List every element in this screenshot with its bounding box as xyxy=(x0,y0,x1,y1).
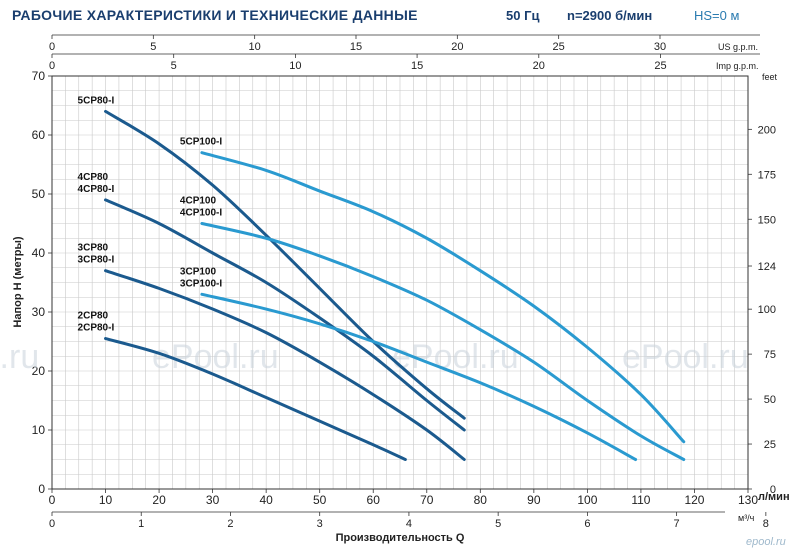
watermark-text-1: l.ru xyxy=(0,338,39,376)
plot-frame xyxy=(51,75,749,490)
imp-gpm-tick-group: 0 5 10 15 20 25 xyxy=(49,54,667,72)
y-tick-label: 30 xyxy=(32,305,46,319)
m3h-unit-label: м³/ч xyxy=(738,513,755,523)
grid-lines xyxy=(51,75,749,490)
us-gpm-tick-label: 5 xyxy=(150,41,156,53)
x-tick-label: 60 xyxy=(367,493,381,507)
series-label-2: 3CP80-I xyxy=(78,255,115,266)
y-axis-title: Напор Н (метры) xyxy=(12,236,24,327)
y-tick-label: 70 xyxy=(32,69,46,83)
us-gpm-tick-label: 30 xyxy=(654,41,666,53)
series-label-3: 2CP80-I xyxy=(78,323,115,334)
series-line-2 xyxy=(104,269,466,461)
m3h-tick-label: 2 xyxy=(227,518,233,530)
feet-tick-label: 75 xyxy=(764,349,776,361)
x-tick-label: 100 xyxy=(577,493,597,507)
us-gpm-tick-label: 20 xyxy=(451,41,463,53)
watermark-text-4: ePool.ru xyxy=(622,338,749,376)
x-unit-label: л/мин xyxy=(758,491,790,503)
m3h-tick-group: 0 1 2 3 4 5 6 7 8 xyxy=(49,512,769,530)
feet-tick-label: 50 xyxy=(764,394,776,406)
series-line-0 xyxy=(104,109,466,420)
us-gpm-tick-label: 10 xyxy=(249,41,261,53)
x-tick-label: 20 xyxy=(152,493,166,507)
m3h-tick-label: 3 xyxy=(317,518,323,530)
x-tick-label: 40 xyxy=(259,493,273,507)
y-tick-label: 20 xyxy=(32,364,46,378)
imp-gpm-tick-label: 15 xyxy=(411,60,423,72)
series-label-4: 5CP100-I xyxy=(180,137,222,148)
series-label-5: 4CP100-I xyxy=(180,208,222,219)
x-tick-label: 70 xyxy=(420,493,434,507)
x-tick-label: 130 xyxy=(738,493,758,507)
m3h-tick-label: 0 xyxy=(49,518,55,530)
m3h-tick-label: 5 xyxy=(495,518,501,530)
series-label-1: 4CP80-I xyxy=(78,184,115,195)
series-label-1: 4CP80 xyxy=(78,172,109,183)
feet-tick-label: 200 xyxy=(758,124,776,136)
series-label-0: 5CP80-I xyxy=(78,95,115,106)
m3h-tick-label: 8 xyxy=(763,518,769,530)
us-gpm-tick-label: 0 xyxy=(49,41,55,53)
x-tick-label: 80 xyxy=(474,493,488,507)
imp-gpm-unit-label: Imp g.p.m. xyxy=(716,61,759,71)
series-line-5 xyxy=(200,222,686,461)
feet-unit-label: feet xyxy=(762,72,778,82)
x-axis-title: Производительность Q xyxy=(336,532,465,544)
x-tick-label: 30 xyxy=(206,493,220,507)
imp-gpm-tick-label: 0 xyxy=(49,60,55,72)
series-line-6 xyxy=(200,292,638,461)
series-label-3: 2CP80 xyxy=(78,311,109,322)
series-group xyxy=(104,109,686,461)
x-tick-label: 10 xyxy=(99,493,113,507)
feet-tick-label: 150 xyxy=(758,214,776,226)
feet-tick-label: 0 xyxy=(770,484,776,496)
y-tick-label: 0 xyxy=(38,482,45,496)
y-tick-label: 50 xyxy=(32,187,46,201)
y-tick-label: 60 xyxy=(32,128,46,142)
series-label-6: 3CP100-I xyxy=(180,278,222,289)
imp-gpm-tick-label: 25 xyxy=(654,60,666,72)
top-flow-axes: 0 5 10 15 20 25 30 0 5 10 15 20 25 US g.p.m. Imp g.… xyxy=(49,34,760,72)
x-tick-label: 50 xyxy=(313,493,327,507)
feet-tick-group: 0 25 50 75 100 124 150 175 200 xyxy=(748,124,776,496)
series-label-5: 4CP100 xyxy=(180,196,217,207)
us-gpm-tick-label: 15 xyxy=(350,41,362,53)
m3h-tick-label: 6 xyxy=(584,518,590,530)
hs-label: HS=0 м xyxy=(694,8,739,23)
series-line-1 xyxy=(104,198,466,432)
us-gpm-unit-label: US g.p.m. xyxy=(718,42,758,52)
x-tick-label: 120 xyxy=(684,493,704,507)
imp-gpm-tick-label: 20 xyxy=(533,60,545,72)
us-gpm-tick-group: 0 5 10 15 20 25 30 xyxy=(49,35,666,53)
series-label-6: 3CP100 xyxy=(180,266,217,277)
us-gpm-tick-label: 25 xyxy=(553,41,565,53)
series-label-2: 3CP80 xyxy=(78,243,109,254)
brand-logo: epool.ru xyxy=(746,536,786,548)
imp-gpm-tick-label: 10 xyxy=(289,60,301,72)
x-tick-label: 90 xyxy=(527,493,541,507)
chart-heading: РАБОЧИЕ ХАРАКТЕРИСТИКИ И ТЕХНИЧЕСКИЕ ДАН… xyxy=(12,7,418,23)
speed-label: n=2900 б/мин xyxy=(567,8,652,23)
m3h-tick-label: 1 xyxy=(138,518,144,530)
series-line-3 xyxy=(104,337,407,461)
m3h-tick-label: 7 xyxy=(674,518,680,530)
feet-tick-label: 175 xyxy=(758,169,776,181)
imp-gpm-tick-label: 5 xyxy=(171,60,177,72)
feet-tick-label: 124 xyxy=(758,261,776,273)
y-tick-group: 0 10 20 30 40 50 60 70 xyxy=(32,69,52,496)
y-tick-label: 10 xyxy=(32,423,46,437)
x-tick-label: 0 xyxy=(49,493,56,507)
series-line-4 xyxy=(200,151,686,444)
x-tick-label: 110 xyxy=(631,493,650,507)
x-tick-group: 0 10 20 30 40 50 60 70 80 90 100 110 120 130 xyxy=(49,489,758,507)
feet-tick-label: 25 xyxy=(764,439,776,451)
feet-tick-label: 100 xyxy=(758,304,776,316)
y-tick-label: 40 xyxy=(32,246,46,260)
m3h-tick-label: 4 xyxy=(406,518,412,530)
frequency-label: 50 Гц xyxy=(506,8,539,23)
